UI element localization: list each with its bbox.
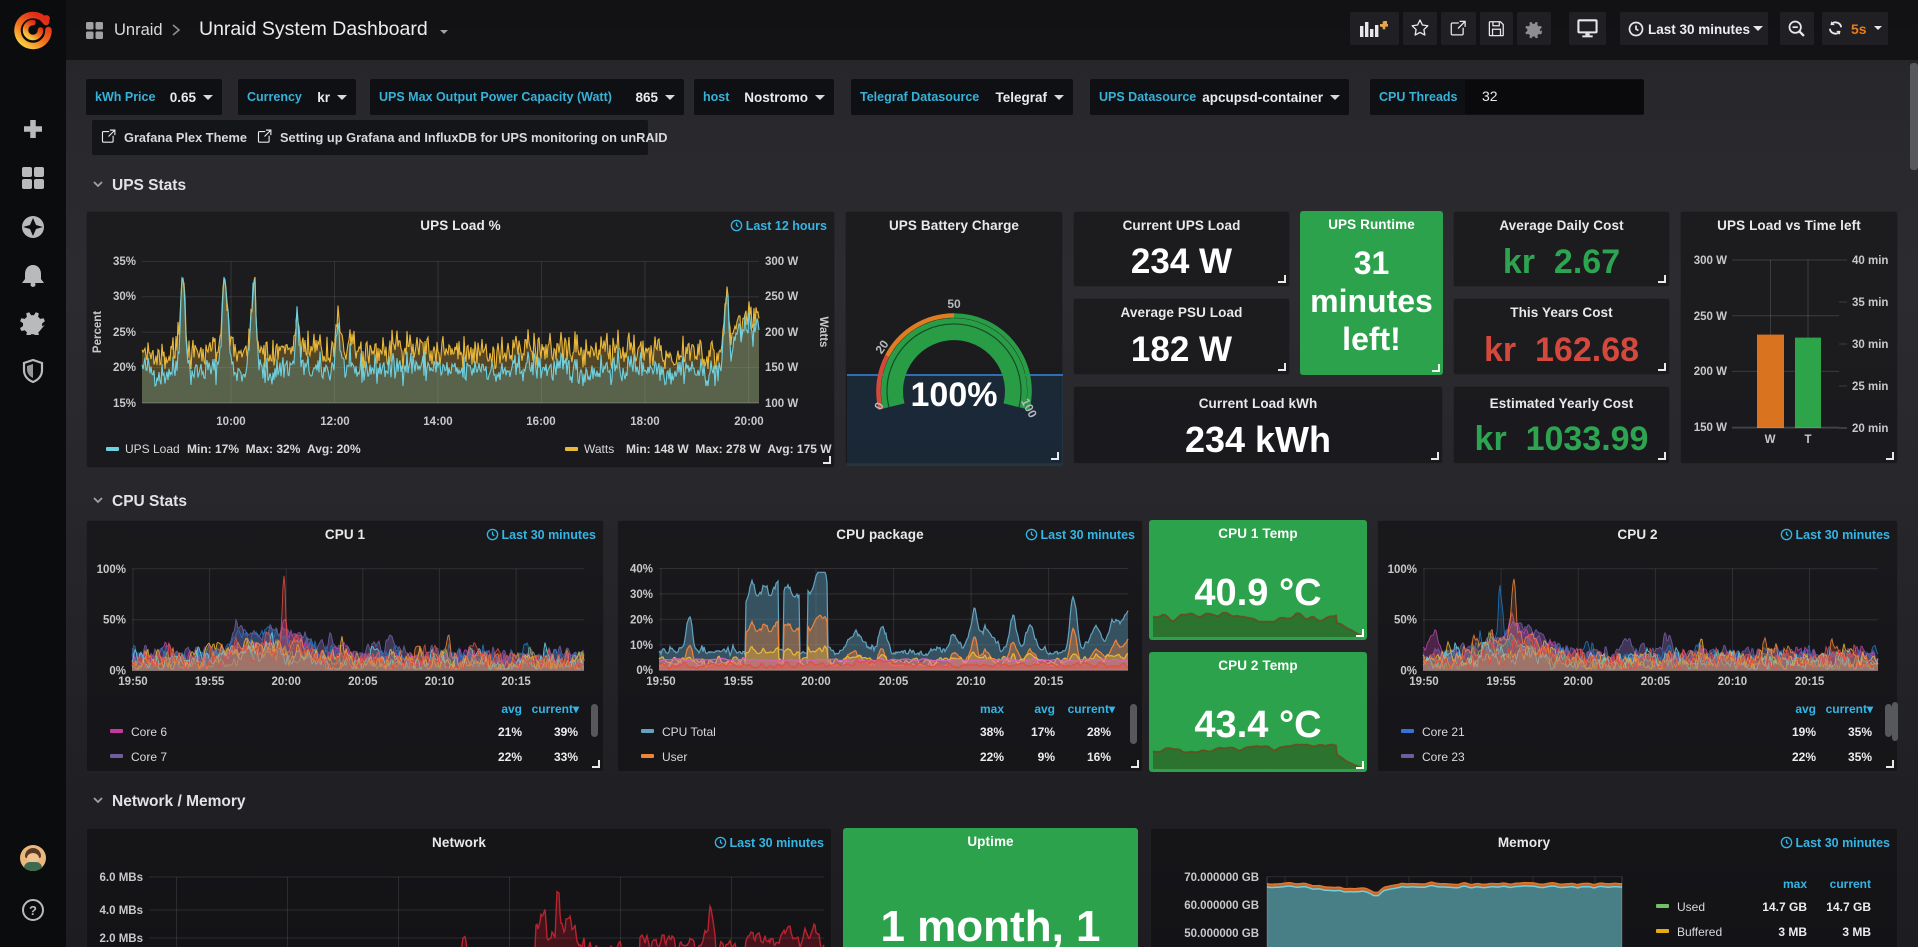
svg-text:2.0 MBs: 2.0 MBs [100, 933, 143, 945]
svg-text:50: 50 [947, 297, 961, 311]
svg-text:30%: 30% [630, 589, 653, 601]
svg-text:40 min: 40 min [1852, 255, 1888, 267]
svg-text:60.000000 GB: 60.000000 GB [1184, 900, 1259, 912]
svg-text:?: ? [29, 903, 37, 918]
svg-text:W: W [1765, 434, 1776, 446]
svg-text:150 W: 150 W [765, 362, 798, 374]
svg-text:10%: 10% [630, 640, 653, 652]
svg-text:50%: 50% [1394, 615, 1417, 627]
svg-text:0%: 0% [1400, 666, 1417, 678]
svg-text:300 W: 300 W [1694, 255, 1727, 267]
svg-text:20:10: 20:10 [956, 676, 985, 688]
svg-text:30%: 30% [113, 291, 136, 303]
svg-text:20:05: 20:05 [348, 676, 378, 688]
svg-text:250 W: 250 W [1694, 311, 1727, 323]
svg-text:100%: 100% [911, 376, 998, 414]
svg-text:20:15: 20:15 [501, 676, 531, 688]
svg-text:20:05: 20:05 [1641, 676, 1671, 688]
svg-text:Min: 148 W Max: 278 W Avg: 1: Min: 148 W Max: 278 W Avg: 175 W [626, 442, 832, 456]
svg-text:0%: 0% [636, 665, 653, 677]
svg-text:20:05: 20:05 [879, 676, 909, 688]
svg-text:18:00: 18:00 [630, 416, 659, 428]
svg-text:19:50: 19:50 [646, 676, 675, 688]
svg-text:20:00: 20:00 [271, 676, 300, 688]
svg-text:40%: 40% [630, 564, 653, 576]
svg-text:0%: 0% [109, 666, 126, 678]
svg-text:20%: 20% [630, 614, 653, 626]
svg-text:20%: 20% [113, 362, 136, 374]
svg-text:20:00: 20:00 [801, 676, 830, 688]
svg-text:Percent: Percent [92, 311, 104, 353]
svg-text:10:00: 10:00 [216, 416, 245, 428]
svg-text:20:10: 20:10 [1718, 676, 1747, 688]
svg-text:19:50: 19:50 [1409, 676, 1438, 688]
svg-text:20:10: 20:10 [425, 676, 454, 688]
svg-text:Watts: Watts [584, 442, 614, 456]
svg-text:100 W: 100 W [765, 398, 798, 410]
svg-text:35%: 35% [113, 256, 136, 268]
svg-text:6.0 MBs: 6.0 MBs [100, 872, 143, 884]
svg-text:15%: 15% [113, 398, 136, 410]
svg-text:T: T [1804, 434, 1811, 446]
svg-text:4.0 MBs: 4.0 MBs [100, 905, 143, 917]
svg-text:19:55: 19:55 [195, 676, 225, 688]
svg-text:19:50: 19:50 [118, 676, 147, 688]
svg-text:20 min: 20 min [1852, 423, 1888, 435]
svg-text:100%: 100% [1388, 564, 1417, 576]
svg-text:20:00: 20:00 [1563, 676, 1592, 688]
svg-text:Watts: Watts [817, 317, 829, 348]
svg-text:UPS Load: UPS Load [125, 442, 180, 456]
svg-text:20:00: 20:00 [734, 416, 763, 428]
svg-text:30 min: 30 min [1852, 339, 1888, 351]
svg-text:Min: 17% Max: 32% Avg: 20%: Min: 17% Max: 32% Avg: 20% [187, 442, 361, 456]
svg-text:16:00: 16:00 [526, 416, 555, 428]
svg-text:100%: 100% [97, 564, 126, 576]
svg-text:25%: 25% [113, 327, 136, 339]
svg-text:150 W: 150 W [1694, 422, 1727, 434]
svg-text:200 W: 200 W [1694, 366, 1727, 378]
svg-text:200 W: 200 W [765, 327, 798, 339]
svg-text:19:55: 19:55 [1486, 676, 1516, 688]
svg-text:25 min: 25 min [1852, 381, 1888, 393]
svg-text:300 W: 300 W [765, 256, 798, 268]
svg-text:50%: 50% [103, 615, 126, 627]
svg-text:35 min: 35 min [1852, 297, 1888, 309]
svg-text:70.000000 GB: 70.000000 GB [1184, 872, 1259, 884]
svg-text:14:00: 14:00 [423, 416, 452, 428]
svg-text:20:15: 20:15 [1034, 676, 1064, 688]
svg-text:250 W: 250 W [765, 291, 798, 303]
svg-text:12:00: 12:00 [320, 416, 349, 428]
svg-text:20:15: 20:15 [1795, 676, 1825, 688]
svg-text:50.000000 GB: 50.000000 GB [1184, 928, 1259, 940]
svg-text:19:55: 19:55 [724, 676, 754, 688]
